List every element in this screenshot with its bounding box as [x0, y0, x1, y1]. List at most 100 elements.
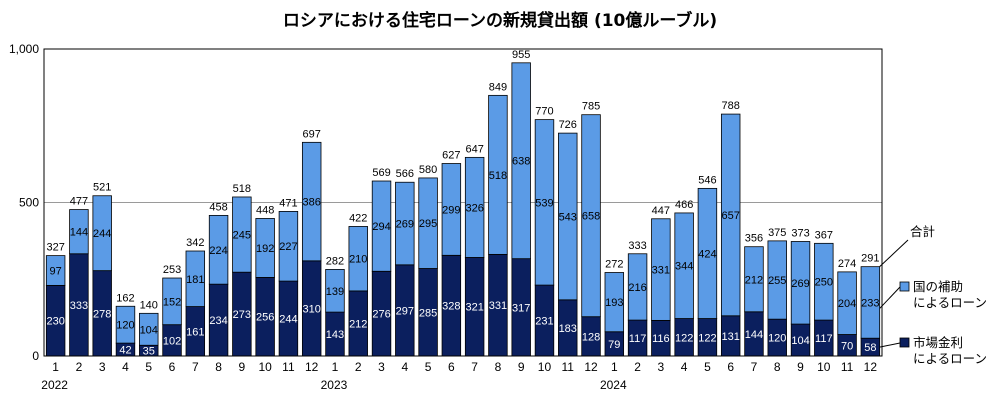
total-label: 521	[93, 182, 111, 194]
x-tick-label: 7	[471, 360, 478, 374]
value-label-subsidized: 386	[303, 197, 321, 209]
value-label-subsidized: 192	[256, 243, 274, 255]
x-tick-label: 12	[584, 360, 598, 374]
bar-subsidized	[255, 218, 275, 278]
legend-label-total: 合計	[910, 224, 935, 239]
bar-subsidized	[720, 113, 741, 317]
x-tick-label: 9	[518, 360, 525, 374]
x-tick-label: 3	[658, 360, 665, 374]
bar-subsidized	[744, 246, 764, 313]
bar-subsidized	[558, 132, 578, 301]
total-label: 375	[768, 227, 786, 239]
legend-label-subsidized: によるローン	[913, 295, 987, 310]
value-label-market-rate: 144	[745, 329, 763, 341]
value-label-subsidized: 244	[93, 228, 111, 240]
value-label-subsidized: 216	[628, 282, 646, 294]
bar-subsidized	[139, 312, 159, 346]
value-label-market-rate: 58	[864, 342, 876, 354]
x-tick-label: 2	[76, 360, 83, 374]
labels: 05001,0002309732713331444772278244521342…	[9, 42, 880, 392]
bar-subsidized	[837, 271, 857, 335]
total-label: 788	[722, 100, 740, 112]
value-label-market-rate: 143	[326, 329, 344, 341]
value-label-market-rate: 120	[768, 333, 786, 345]
bars	[45, 62, 881, 357]
bar-subsidized	[45, 255, 66, 286]
bar-subsidized	[441, 163, 462, 256]
value-label-market-rate: 244	[279, 314, 297, 326]
total-label: 162	[116, 292, 134, 304]
value-label-subsidized: 104	[140, 324, 158, 336]
chart-title: ロシアにおける住宅ローンの新規貸出額 (10億ルーブル)	[283, 10, 717, 31]
x-tick-label: 4	[681, 360, 688, 374]
value-label-market-rate: 234	[209, 315, 227, 327]
value-label-subsidized: 212	[745, 274, 763, 286]
value-label-subsidized: 539	[535, 197, 553, 209]
total-label: 333	[628, 240, 646, 252]
bar-subsidized	[208, 214, 229, 285]
bar-subsidized	[627, 253, 648, 321]
bar-subsidized	[232, 196, 252, 273]
value-label-subsidized: 181	[186, 274, 204, 286]
bar-subsidized	[697, 187, 718, 319]
total-label: 955	[512, 49, 530, 61]
total-label: 477	[70, 196, 88, 208]
year-label: 2024	[600, 378, 627, 392]
value-label-market-rate: 122	[675, 332, 693, 344]
total-label: 546	[698, 174, 716, 186]
x-tick-label: 12	[305, 360, 319, 374]
value-label-market-rate: 70	[841, 340, 853, 352]
total-label: 140	[140, 299, 158, 311]
value-label-market-rate: 128	[582, 331, 600, 343]
x-tick-label: 1	[611, 360, 618, 374]
value-label-subsidized: 518	[489, 170, 507, 182]
bar-subsidized	[674, 212, 694, 319]
total-label: 274	[838, 258, 856, 270]
x-tick-label: 11	[282, 360, 295, 374]
x-tick-label: 11	[562, 360, 575, 374]
value-label-market-rate: 321	[465, 302, 483, 314]
value-label-market-rate: 285	[419, 307, 437, 319]
bar-subsidized	[511, 62, 531, 260]
legend-leader-subsidized	[879, 286, 901, 309]
value-label-subsidized: 227	[279, 241, 297, 253]
x-tick-label: 9	[797, 360, 804, 374]
x-tick-label: 4	[401, 360, 408, 374]
value-label-subsidized: 250	[815, 277, 833, 289]
bar-subsidized	[604, 272, 625, 333]
value-label-subsidized: 299	[442, 204, 460, 216]
value-label-market-rate: 122	[698, 332, 716, 344]
value-label-market-rate: 117	[815, 333, 833, 345]
x-tick-label: 6	[727, 360, 734, 374]
value-label-market-rate: 256	[256, 312, 274, 324]
x-tick-label: 1	[52, 360, 59, 374]
x-tick-label: 1	[332, 360, 339, 374]
total-label: 770	[535, 106, 553, 118]
legend-swatch-market-rate	[899, 337, 910, 348]
value-label-subsidized: 210	[349, 254, 367, 266]
total-label: 272	[605, 258, 623, 270]
total-label: 458	[209, 201, 227, 213]
x-tick-label: 3	[378, 360, 385, 374]
value-label-subsidized: 144	[70, 227, 88, 239]
legend-label-subsidized: 国の補助	[913, 279, 963, 294]
value-label-market-rate: 104	[791, 335, 809, 347]
value-label-subsidized: 295	[419, 218, 437, 230]
x-tick-label: 8	[215, 360, 222, 374]
bar-subsidized	[325, 269, 345, 313]
value-label-subsidized: 269	[791, 278, 809, 290]
value-label-subsidized: 543	[559, 211, 577, 223]
total-label: 447	[652, 205, 670, 217]
total-label: 253	[163, 264, 181, 276]
total-label: 282	[326, 255, 344, 267]
total-label: 647	[465, 143, 483, 155]
x-tick-label: 10	[538, 360, 552, 374]
legend-leader-total	[879, 239, 909, 268]
x-tick-label: 12	[864, 360, 878, 374]
legend-leader-market-rate	[879, 342, 901, 348]
value-label-market-rate: 79	[608, 339, 620, 351]
x-tick-label: 5	[425, 360, 432, 374]
x-tick-label: 8	[495, 360, 502, 374]
value-label-market-rate: 276	[372, 309, 390, 321]
